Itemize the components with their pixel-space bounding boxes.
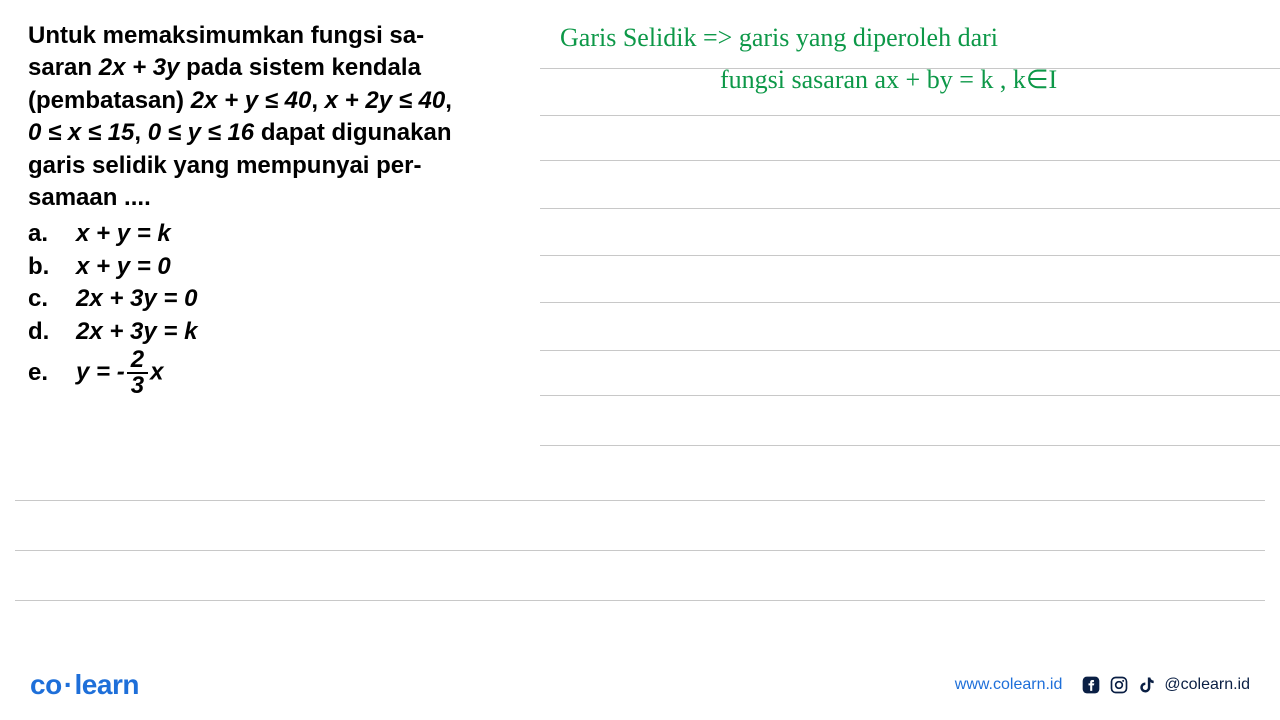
option-a: a. x + y = k — [28, 218, 528, 250]
option-e-pre: y = - — [76, 358, 125, 385]
tiktok-icon — [1136, 674, 1158, 696]
social-handle: @colearn.id — [1164, 676, 1250, 694]
logo-dot: · — [64, 669, 73, 700]
options-list: a. x + y = k b. x + y = 0 c. 2x + 3y = 0… — [28, 218, 528, 398]
option-a-label: a. — [28, 218, 76, 250]
q-line1: Untuk memaksimumkan fungsi sa- — [28, 22, 424, 49]
facebook-icon — [1080, 674, 1102, 696]
option-c-label: c. — [28, 283, 76, 315]
option-d: d. 2x + 3y = k — [28, 316, 528, 348]
content-area: Untuk memaksimumkan fungsi sa- saran 2x … — [0, 0, 1280, 640]
q-line4-expr1: 0 ≤ x ≤ 15 — [28, 119, 134, 146]
option-b-label: b. — [28, 251, 76, 283]
question-block: Untuk memaksimumkan fungsi sa- saran 2x … — [28, 20, 528, 398]
option-d-text: 2x + 3y = k — [76, 316, 197, 348]
q-line5: garis selidik yang mempunyai per- — [28, 152, 421, 179]
logo-learn: learn — [75, 669, 139, 700]
option-e-den: 3 — [127, 374, 148, 398]
q-line4-mid: , — [134, 119, 147, 146]
option-e-fraction: 23 — [127, 348, 148, 398]
option-a-text: x + y = k — [76, 218, 171, 250]
footer: co·learn www.colearn.id @colearn.id — [0, 650, 1280, 720]
option-e-num: 2 — [127, 348, 148, 374]
social-block: @colearn.id — [1080, 674, 1250, 696]
option-e-post: x — [150, 358, 163, 385]
option-e: e. y = -23x — [28, 348, 528, 398]
website-url: www.colearn.id — [955, 676, 1063, 694]
option-e-label: e. — [28, 357, 76, 389]
q-line2-post: pada sistem kendala — [179, 54, 420, 81]
option-c-text: 2x + 3y = 0 — [76, 283, 197, 315]
q-line4-post: dapat digunakan — [254, 119, 451, 146]
instagram-icon — [1108, 674, 1130, 696]
q-line6: samaan .... — [28, 184, 151, 211]
option-c: c. 2x + 3y = 0 — [28, 283, 528, 315]
logo-co: co — [30, 669, 62, 700]
q-line3-pre: (pembatasan) — [28, 87, 191, 114]
option-b: b. x + y = 0 — [28, 251, 528, 283]
q-line3-expr2: x + 2y ≤ 40 — [325, 87, 446, 114]
q-line4-expr2: 0 ≤ y ≤ 16 — [148, 119, 254, 146]
q-line2-pre: saran — [28, 54, 99, 81]
q-line3-post: , — [445, 87, 452, 114]
q-line3-mid: , — [311, 87, 324, 114]
handwriting-line1: Garis Selidik => garis yang diperoleh da… — [560, 20, 998, 56]
option-d-label: d. — [28, 316, 76, 348]
option-e-text: y = -23x — [76, 348, 163, 398]
option-b-text: x + y = 0 — [76, 251, 171, 283]
q-line2-expr: 2x + 3y — [99, 54, 180, 81]
handwriting-line2: fungsi sasaran ax + by = k , k∈I — [720, 62, 1057, 98]
q-line3-expr1: 2x + y ≤ 40 — [191, 87, 312, 114]
footer-right: www.colearn.id @colearn.id — [955, 674, 1250, 696]
brand-logo: co·learn — [30, 669, 139, 701]
question-text: Untuk memaksimumkan fungsi sa- saran 2x … — [28, 20, 528, 214]
